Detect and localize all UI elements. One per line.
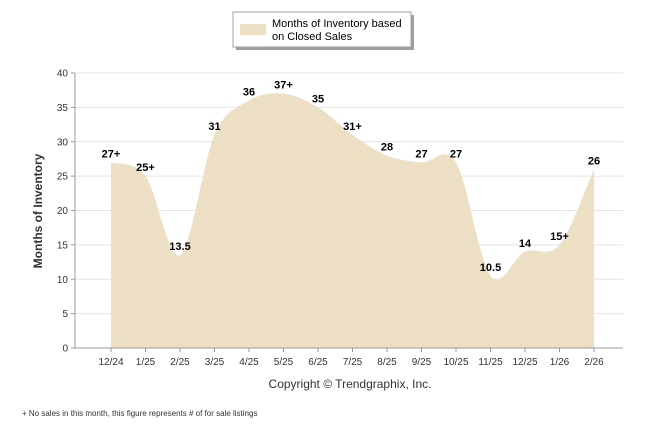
- x-tick-label: 12/25: [512, 357, 537, 368]
- data-label: 35: [312, 93, 324, 105]
- y-tick-label: 35: [57, 103, 69, 114]
- data-label: 10.5: [480, 262, 501, 274]
- y-tick-label: 30: [57, 137, 69, 148]
- legend-text-line2: on Closed Sales: [272, 31, 353, 43]
- legend: Months of Inventory based on Closed Sale…: [232, 11, 414, 50]
- data-label: 27: [450, 148, 462, 160]
- x-tick-label: 8/25: [377, 357, 397, 368]
- y-tick-label: 20: [57, 206, 69, 217]
- x-tick-label: 2/25: [170, 357, 190, 368]
- x-tick-label: 1/25: [136, 357, 156, 368]
- x-tick-label: 1/26: [550, 357, 570, 368]
- data-label: 37+: [274, 80, 293, 92]
- data-label: 31: [208, 121, 220, 133]
- x-tick-label: 6/25: [308, 357, 328, 368]
- x-tick-label: 12/24: [98, 357, 123, 368]
- x-tick-label: 10/25: [443, 357, 468, 368]
- legend-text-line1: Months of Inventory based: [272, 18, 402, 30]
- y-tick-label: 0: [62, 344, 68, 355]
- data-label: 13.5: [169, 241, 190, 253]
- y-axis-label: Months of Inventory: [31, 153, 45, 268]
- data-label: 27+: [102, 148, 121, 160]
- x-tick-labels: 12/24 1/25 2/25 3/25 4/25 5/25 6/25 7/25 8/25 9/2…: [98, 348, 604, 368]
- area-series: [111, 93, 594, 348]
- data-label: 27: [415, 148, 427, 160]
- y-tick-label: 10: [57, 275, 69, 286]
- legend-swatch: [240, 24, 266, 35]
- x-tick-label: 4/25: [239, 357, 259, 368]
- data-label: 25+: [136, 162, 155, 174]
- data-label: 14: [519, 238, 532, 250]
- x-tick-label: 7/25: [343, 357, 363, 368]
- x-tick-label: 3/25: [205, 357, 225, 368]
- data-label: 28: [381, 142, 393, 154]
- data-label: 36: [243, 87, 255, 99]
- footnote-text: + No sales in this month, this figure re…: [22, 409, 257, 418]
- y-tick-label: 40: [57, 69, 69, 80]
- x-tick-label: 9/25: [412, 357, 432, 368]
- y-tick-label: 5: [62, 309, 68, 320]
- data-label: 31+: [343, 121, 362, 133]
- y-tick-label: 25: [57, 172, 69, 183]
- data-labels: 27+ 25+ 13.5 31 36 37+ 35 31+ 28 27 27 10.5 14 15+ 26: [102, 80, 600, 274]
- y-tick-labels: 0 5 10 15 20 25 30 35 40: [57, 69, 75, 355]
- x-tick-label: 11/25: [478, 357, 503, 368]
- data-label: 26: [588, 155, 600, 167]
- x-tick-label: 5/25: [274, 357, 294, 368]
- x-tick-label: 2/26: [584, 357, 604, 368]
- data-label: 15+: [550, 231, 569, 243]
- copyright-text: Copyright © Trendgraphix, Inc.: [269, 377, 432, 391]
- y-tick-label: 15: [57, 240, 69, 251]
